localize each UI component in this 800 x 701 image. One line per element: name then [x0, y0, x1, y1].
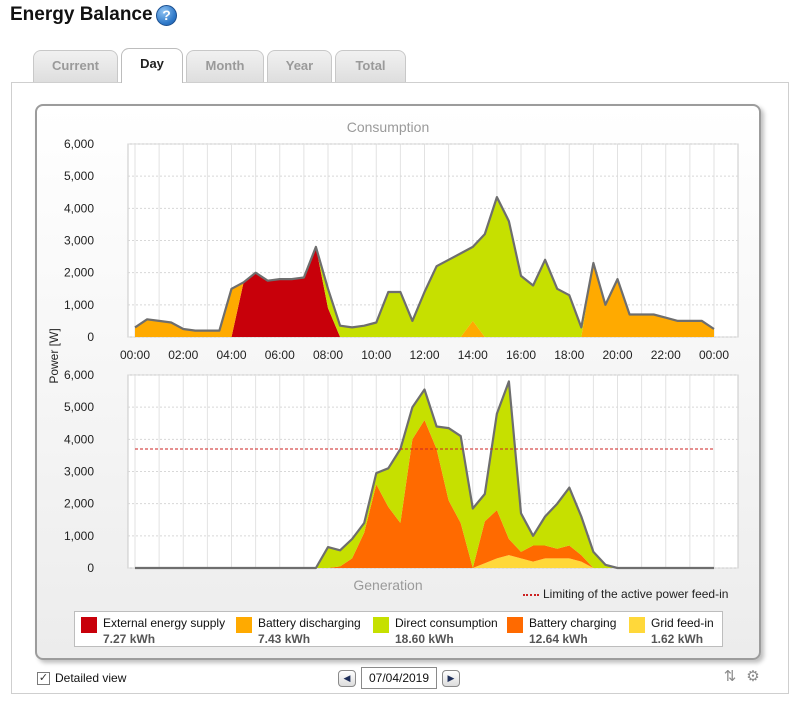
date-field[interactable]: 07/04/2019 [361, 667, 437, 689]
help-question-icon[interactable]: ? [156, 5, 177, 26]
total-outline [134, 196, 715, 332]
y-tick-label: 0 [87, 330, 94, 344]
y-tick-label: 4,000 [64, 432, 94, 446]
legend-label: Battery charging [529, 616, 617, 630]
y-tick-label: 6,000 [64, 368, 94, 382]
tab-year[interactable]: Year [267, 50, 332, 82]
x-tick-label: 10:00 [361, 348, 391, 362]
gear-icon[interactable]: ⚙ [746, 668, 760, 685]
legend-value: 7.43 kWh [258, 632, 311, 646]
x-tick-label: 08:00 [313, 348, 343, 362]
limit-legend: Limiting of the active power feed-in [523, 587, 728, 601]
legend-label: Grid feed-in [651, 616, 714, 630]
export-icon[interactable]: ⇅ [723, 668, 737, 685]
legend-label: Direct consumption [395, 616, 498, 630]
y-tick-label: 3,000 [64, 234, 94, 248]
limit-line-sample [523, 593, 539, 596]
area-direct-consumption [135, 381, 714, 568]
tab-month[interactable]: Month [186, 50, 264, 82]
x-tick-label: 00:00 [699, 348, 729, 362]
y-tick-label: 5,000 [64, 400, 94, 414]
x-tick-label: 14:00 [458, 348, 488, 362]
triangle-left-icon: ◀ [343, 673, 351, 683]
legend-swatch-battery-charging [507, 617, 523, 633]
x-tick-label: 22:00 [651, 348, 681, 362]
y-tick-label: 2,000 [64, 266, 94, 280]
page-title: Energy Balance [10, 4, 153, 25]
legend-value: 12.64 kWh [529, 632, 588, 646]
area-battery-discharging [135, 246, 714, 337]
y-tick-label: 1,000 [64, 298, 94, 312]
y-tick-label: 5,000 [64, 169, 94, 183]
legend: External energy supply 7.27 kWh Battery … [74, 611, 723, 647]
y-tick-label: 6,000 [64, 137, 94, 151]
total-outline [135, 380, 714, 570]
y-tick-label: 4,000 [64, 201, 94, 215]
legend-label: Battery discharging [258, 616, 361, 630]
x-tick-label: 02:00 [168, 348, 198, 362]
x-tick-label: 18:00 [554, 348, 584, 362]
x-tick-label: 04:00 [216, 348, 246, 362]
legend-swatch-direct-consumption [373, 617, 389, 633]
area-direct-consumption [135, 197, 714, 337]
tab-current[interactable]: Current [33, 50, 118, 82]
legend-swatch-battery-discharging [236, 617, 252, 633]
legend-value: 18.60 kWh [395, 632, 454, 646]
y-tick-label: 2,000 [64, 497, 94, 511]
x-tick-label: 06:00 [265, 348, 295, 362]
legend-swatch-grid-feed-in [629, 617, 645, 633]
area-grid-feed-in [135, 555, 714, 568]
y-tick-label: 1,000 [64, 529, 94, 543]
limit-legend-label: Limiting of the active power feed-in [543, 587, 729, 601]
area-external [135, 246, 714, 337]
area-battery-charging [135, 420, 714, 568]
x-tick-label: 16:00 [506, 348, 536, 362]
detailed-view-label: Detailed view [55, 671, 127, 685]
y-tick-label: 3,000 [64, 465, 94, 479]
tab-total[interactable]: Total [335, 50, 406, 82]
detailed-view-checkbox[interactable]: ✓ [37, 672, 50, 685]
chart-title: Generation [353, 577, 422, 593]
legend-label: External energy supply [103, 616, 226, 630]
x-tick-label: 12:00 [409, 348, 439, 362]
y-axis-label: Power [W] [47, 328, 61, 383]
tab-day[interactable]: Day [121, 48, 183, 83]
x-tick-label: 20:00 [602, 348, 632, 362]
x-tick-label: 00:00 [120, 348, 150, 362]
legend-value: 1.62 kWh [651, 632, 704, 646]
triangle-right-icon: ▶ [447, 673, 455, 683]
chart-title: Consumption [347, 119, 430, 135]
next-day-button[interactable]: ▶ [442, 670, 460, 687]
legend-swatch-external [81, 617, 97, 633]
legend-value: 7.27 kWh [103, 632, 156, 646]
y-tick-label: 0 [87, 561, 94, 575]
previous-day-button[interactable]: ◀ [338, 670, 356, 687]
